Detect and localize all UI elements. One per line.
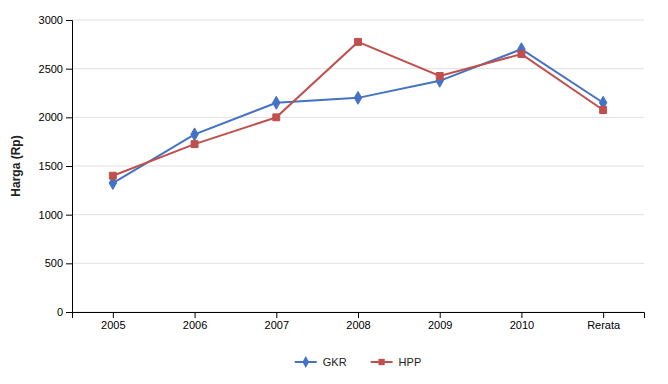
axis-line xyxy=(66,21,73,313)
tick-mark xyxy=(521,312,522,318)
tick-mark xyxy=(66,69,72,70)
point xyxy=(273,114,280,121)
point xyxy=(600,107,607,114)
y-axis-title: Harga (Rp) xyxy=(9,135,23,196)
chart: 0 500 1000 1500 2000 2500 3000 2005 2006 2007 2008… xyxy=(0,0,668,384)
series xyxy=(109,43,607,190)
grid xyxy=(72,20,644,312)
grid-line xyxy=(72,20,644,21)
tick-mark xyxy=(66,117,72,118)
chart-container: 0 500 1000 1500 2000 2500 3000 2005 2006 2007 2008… xyxy=(0,0,668,384)
grid-line xyxy=(72,68,644,69)
tick-mark xyxy=(66,215,72,216)
tick-label: Rerata xyxy=(587,319,621,331)
point xyxy=(518,51,525,58)
tick: 2006 xyxy=(183,312,207,331)
grid-line xyxy=(72,117,644,118)
tick-mark xyxy=(276,312,277,318)
point xyxy=(191,128,198,141)
tick-mark xyxy=(66,312,72,313)
tick: 2008 xyxy=(346,312,370,331)
tick: 2009 xyxy=(428,312,452,331)
tick: 2010 xyxy=(510,312,534,331)
tick: 2500 xyxy=(39,63,72,75)
legend-item: HPP xyxy=(371,356,422,368)
tick-label: 1000 xyxy=(39,209,63,221)
tick-label: 2007 xyxy=(265,319,289,331)
x-axis: 2005 2006 2007 2008 2009 2010 Rerata xyxy=(73,312,645,331)
point xyxy=(109,172,116,179)
tick-mark xyxy=(603,312,604,318)
tick-label: 2500 xyxy=(39,63,63,75)
tick: 0 xyxy=(57,306,72,318)
tick-mark xyxy=(66,20,72,21)
tick-mark xyxy=(66,166,72,167)
tick: 2000 xyxy=(39,111,72,123)
axis-line xyxy=(73,313,645,319)
point xyxy=(355,38,362,45)
legend-symbol xyxy=(378,359,384,365)
line xyxy=(113,49,603,183)
tick-mark xyxy=(440,312,441,318)
tick-label: 2008 xyxy=(346,319,370,331)
tick-label: 2006 xyxy=(183,319,207,331)
marks xyxy=(109,38,607,189)
grid-line xyxy=(72,166,644,167)
legend-label: HPP xyxy=(399,356,422,368)
tick: Rerata xyxy=(587,312,621,331)
line xyxy=(113,42,603,176)
plot: 0 500 1000 1500 2000 2500 3000 2005 2006 2007 2008… xyxy=(9,14,645,331)
point xyxy=(436,73,443,80)
tick-label: 0 xyxy=(57,306,63,318)
tick: 3000 xyxy=(39,14,72,26)
tick: 2005 xyxy=(101,312,125,331)
tick-label: 3000 xyxy=(39,14,63,26)
point xyxy=(191,141,198,148)
legend-symbol xyxy=(302,356,309,368)
grid-line xyxy=(72,214,644,215)
tick-mark xyxy=(195,312,196,318)
y-axis: 0 500 1000 1500 2000 2500 3000 xyxy=(39,14,73,318)
tick-mark xyxy=(358,312,359,318)
tick-label: 1500 xyxy=(39,160,63,172)
legend-item: GKR xyxy=(295,356,347,368)
tick-label: 2010 xyxy=(510,319,534,331)
tick-label: 2009 xyxy=(428,319,452,331)
tick-mark xyxy=(66,263,72,264)
point xyxy=(354,91,361,104)
grid-line xyxy=(72,263,644,264)
tick: 1500 xyxy=(39,160,72,172)
tick-label: 2005 xyxy=(101,319,125,331)
tick-label: 500 xyxy=(45,257,63,269)
tick: 1000 xyxy=(39,209,72,221)
point xyxy=(273,96,280,109)
tick-label: 2000 xyxy=(39,111,63,123)
series xyxy=(109,38,606,179)
legend-label: GKR xyxy=(323,356,347,368)
tick: 500 xyxy=(45,257,72,269)
tick: 2007 xyxy=(265,312,289,331)
legend: GKR HPP xyxy=(295,356,421,368)
tick-mark xyxy=(113,312,114,318)
